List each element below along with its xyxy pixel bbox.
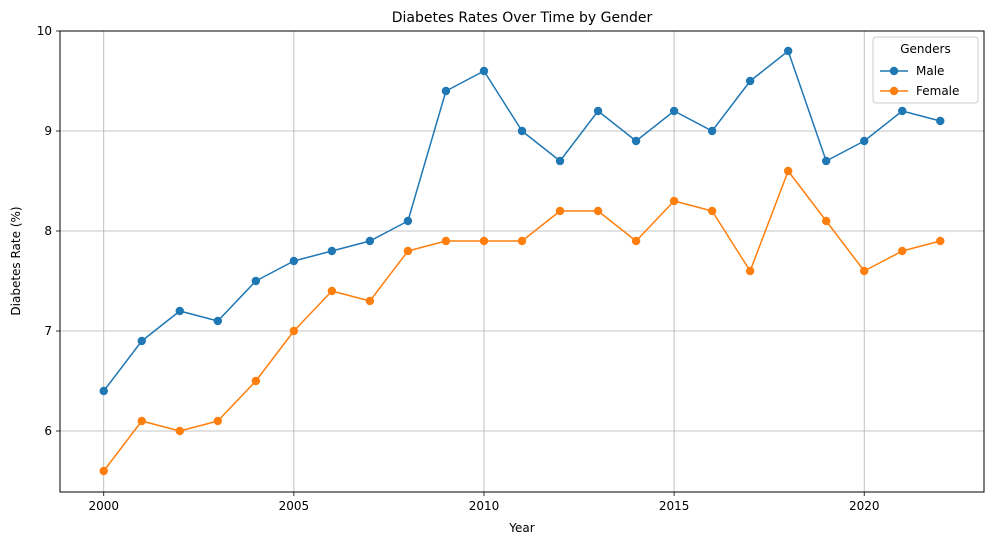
series-male [99,46,945,396]
data-point-male [783,46,793,56]
data-point-male [631,136,641,146]
y-axis-label: Diabetes Rate (%) [9,206,23,315]
data-point-male [593,106,603,116]
data-point-female [99,466,108,476]
data-point-female [821,216,831,226]
data-point-female [631,236,641,246]
legend-label: Female [916,84,959,98]
y-tick-label: 10 [37,24,52,38]
legend: Genders Male Female [872,36,979,104]
data-point-male [745,76,755,86]
data-point-male [327,246,337,256]
data-point-female [517,236,527,246]
y-tick-label: 7 [44,324,52,338]
data-point-male [289,256,299,266]
x-tick-label: 2010 [469,499,500,513]
legend-label: Male [916,64,944,78]
data-point-male [517,126,527,136]
data-point-male [251,276,261,286]
data-point-female [707,206,717,216]
y-axis-ticks: 6 7 8 9 10 [37,24,60,438]
grid-lines [60,30,984,492]
y-tick-label: 9 [44,124,52,138]
data-point-male [137,336,146,346]
data-point-female [555,206,565,216]
x-tick-label: 2020 [849,499,880,513]
data-point-female [327,286,337,296]
series-layer [99,46,945,476]
data-point-male [365,236,375,246]
data-point-female [441,236,451,246]
legend-items: Male Female [880,64,959,98]
x-tick-label: 2000 [88,499,119,513]
chart-title: Diabetes Rates Over Time by Gender [392,10,653,26]
data-point-female [593,206,603,216]
legend-swatch-marker [889,86,899,96]
legend-title: Genders [900,42,950,56]
data-point-female [745,266,755,276]
data-point-female [213,416,223,426]
data-point-female [137,416,146,426]
data-point-male [441,86,451,96]
data-point-female [365,296,375,306]
legend-swatch-marker [889,66,899,76]
data-point-male [213,316,223,326]
x-axis-label: Year [508,521,534,535]
data-point-male [707,126,717,136]
data-point-male [860,136,869,146]
data-point-female [479,236,489,246]
legend-item-male: Male [880,64,944,78]
data-point-male [555,156,565,166]
data-point-female [783,166,793,176]
y-tick-label: 6 [44,424,52,438]
series-line-male [103,50,941,392]
data-point-male [898,106,907,116]
data-point-female [289,326,299,336]
data-point-male [403,216,413,226]
plot-frame [59,30,985,493]
x-tick-label: 2015 [659,499,690,513]
data-point-female [860,266,869,276]
data-point-female [403,246,413,256]
data-point-female [669,196,679,206]
x-axis-ticks: 2000 2005 2010 2015 2020 [88,492,879,513]
data-point-male [99,386,108,396]
data-point-male [175,306,184,316]
legend-box [872,36,979,104]
data-point-female [898,246,907,256]
data-point-female [936,236,945,246]
legend-item-female: Female [880,84,959,98]
data-point-female [175,426,184,436]
x-tick-label: 2005 [279,499,310,513]
y-tick-label: 8 [44,224,52,238]
data-point-male [479,66,489,76]
series-line-female [103,170,941,472]
series-female [99,166,945,476]
data-point-male [936,116,945,126]
data-point-male [669,106,679,116]
data-point-female [251,376,261,386]
data-point-male [821,156,831,166]
